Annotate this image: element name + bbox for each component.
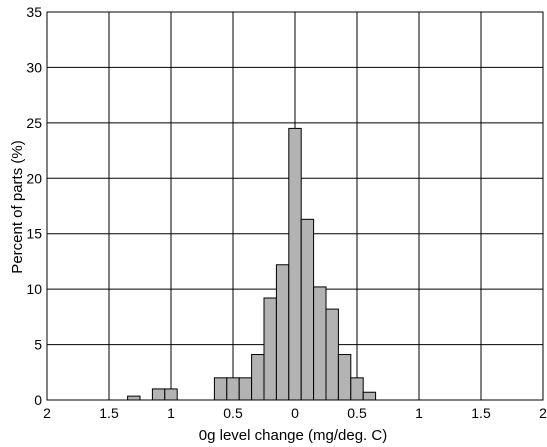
x-tick-label: 0.5 [347,405,367,421]
x-axis-label: 0g level change (mg/deg. C) [199,427,387,444]
x-tick-label: 1.5 [471,405,491,421]
y-axis-label: Percent of parts (%) [9,140,26,273]
grid-lines [47,12,543,400]
y-tick-label: 25 [26,115,42,131]
y-tick-label: 35 [26,4,42,20]
x-tick-label: 2 [539,405,547,421]
histogram-bar [313,286,327,401]
histogram-bar [164,388,178,401]
histogram-bar [325,308,339,401]
histogram-bar [251,354,265,401]
x-tick-label: 1.5 [99,405,119,421]
y-tick-label: 20 [26,170,42,186]
bars [127,127,377,401]
x-tick-label: 0.5 [223,405,243,421]
histogram-bar [151,388,166,401]
x-tick-labels: 2 1.5 1 0.5 0 0.5 1 1.5 2 [43,405,547,421]
y-tick-label: 15 [26,226,42,242]
y-tick-label: 10 [26,281,42,297]
y-tick-label: 5 [34,337,42,353]
histogram-bar [263,297,277,401]
histogram-bar [362,391,377,401]
histogram-bar [226,377,240,401]
y-tick-label: 0 [34,392,42,408]
y-tick-label: 30 [26,59,42,75]
y-tick-labels: 0 5 10 15 20 25 30 35 [26,4,42,408]
histogram-bar [288,127,302,401]
histogram-bar [337,354,352,401]
histogram-bar [238,377,253,401]
x-tick-label: 1 [415,405,423,421]
x-tick-label: 0 [291,405,299,421]
x-tick-label: 1 [167,405,175,421]
x-tick-label: 2 [43,405,51,421]
plot-frame [46,11,544,401]
histogram-bar [350,377,364,401]
histogram-bar [213,377,228,401]
histogram-bar [127,395,141,401]
histogram-bar [275,264,290,401]
histogram-bar [300,218,315,401]
